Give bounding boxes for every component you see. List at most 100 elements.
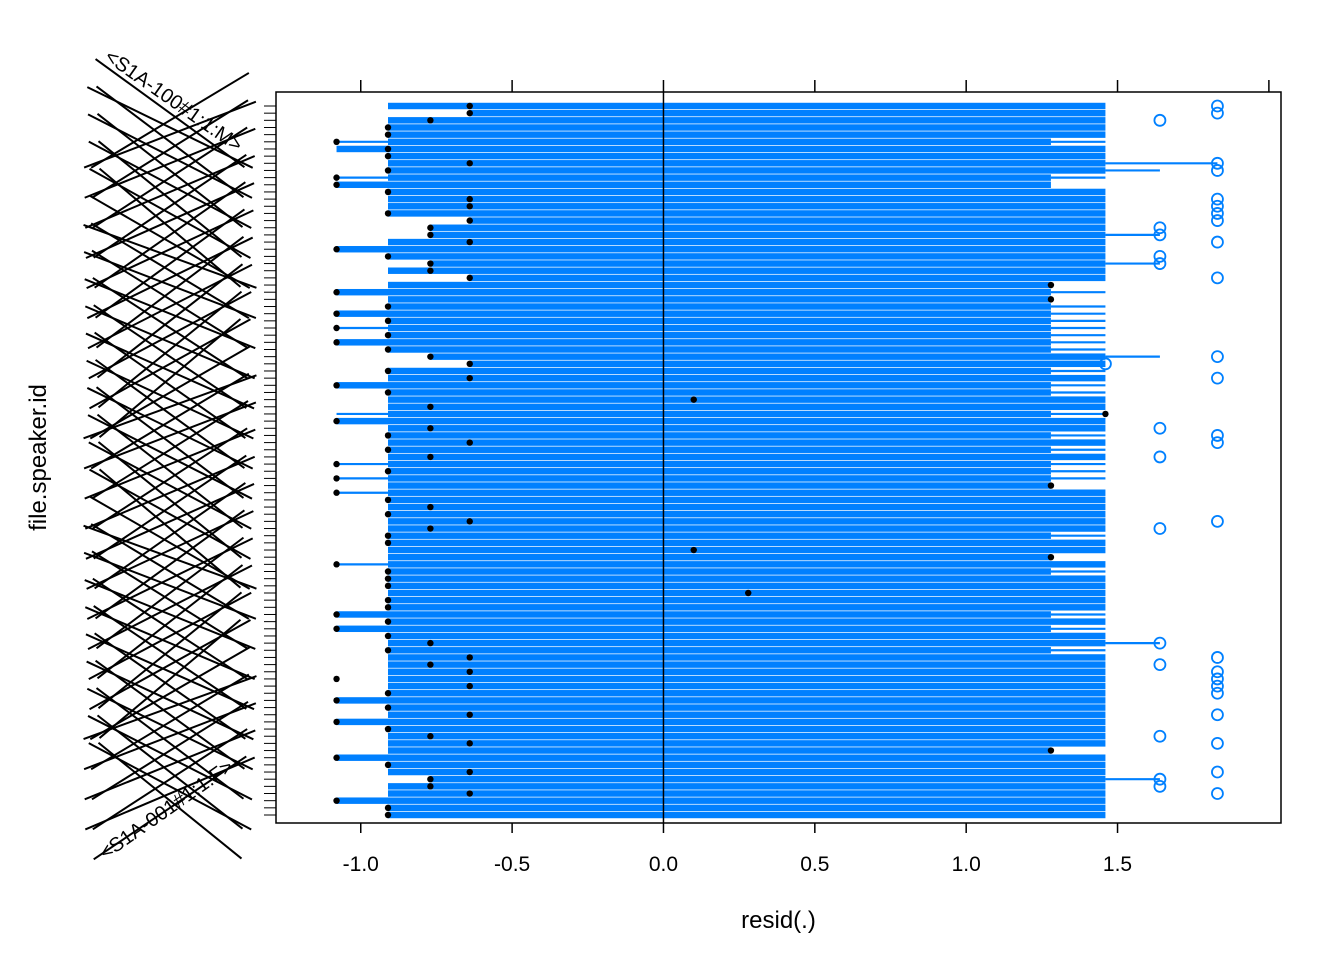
- median-dot: [333, 675, 340, 683]
- box: [388, 732, 1106, 740]
- category-label-overlap: [83, 702, 257, 771]
- category-label-overlap: [85, 332, 255, 410]
- category-label-overlap: [83, 551, 257, 620]
- box: [388, 682, 1106, 690]
- category-label-overlap: [94, 509, 246, 620]
- median-dot: [333, 718, 340, 726]
- outlier-point: [1099, 357, 1112, 371]
- median-dot: [333, 138, 340, 146]
- category-label-overlap: [86, 537, 254, 620]
- category-label-overlap: [90, 523, 250, 620]
- category-label-overlap: [92, 728, 248, 831]
- box: [388, 331, 1051, 339]
- category-label-overlap: [92, 126, 248, 229]
- category-label-overlap: [89, 167, 251, 259]
- outlier-point: [1153, 450, 1167, 464]
- category-label-overlap: [96, 714, 244, 830]
- category-label-overlap: [93, 304, 247, 409]
- median-dot: [384, 568, 392, 575]
- box: [388, 432, 1051, 439]
- box: [388, 604, 1106, 611]
- median-dot: [466, 740, 473, 747]
- category-label-overlap: [89, 195, 251, 289]
- median-dot: [333, 754, 340, 761]
- median-dot: [384, 604, 392, 611]
- box: [336, 310, 1051, 317]
- category-label-overlap: [95, 687, 245, 800]
- category-label-overlap: [98, 167, 242, 288]
- box: [388, 195, 1106, 203]
- median-dot: [333, 339, 340, 346]
- median-dot: [427, 224, 434, 231]
- median-dot: [427, 425, 434, 432]
- outlier-point: [1211, 514, 1224, 528]
- box: [388, 131, 1106, 138]
- category-label-overlap: [97, 140, 243, 258]
- box: [336, 181, 1051, 189]
- box: [388, 525, 1106, 532]
- box: [469, 109, 1106, 117]
- median-dot: [466, 374, 473, 382]
- median-dot: [466, 360, 473, 368]
- box: [388, 561, 1106, 568]
- category-label-overlap: [91, 99, 249, 199]
- box: [388, 425, 1106, 432]
- box: [388, 790, 1106, 797]
- box: [388, 267, 1106, 274]
- box: [388, 532, 1051, 539]
- median-dot: [384, 152, 392, 160]
- box: [388, 632, 1106, 640]
- median-dot: [1047, 553, 1055, 561]
- box: [430, 353, 1106, 360]
- category-label-overlap: [96, 413, 244, 529]
- box: [336, 288, 1051, 296]
- category-label-overlap: [98, 468, 242, 589]
- box: [430, 775, 1106, 783]
- outlier-point: [1211, 99, 1224, 113]
- box: [388, 575, 1106, 582]
- category-label-overlap: [86, 687, 254, 771]
- box: [388, 396, 1106, 403]
- category-label-overlap: [85, 182, 255, 259]
- category-label-overlap: [95, 85, 245, 198]
- box: [388, 303, 1051, 310]
- box: [388, 510, 1106, 518]
- box: [469, 217, 1106, 224]
- median-dot: [466, 109, 473, 117]
- box: [430, 231, 1106, 239]
- category-label-overlap: [95, 386, 245, 499]
- median-dot: [333, 324, 340, 332]
- category-labels: <S1A-100#1:1:M><S1A-001#1:1:F>: [83, 46, 276, 864]
- median-dot: [384, 468, 392, 475]
- category-label-overlap: [91, 700, 249, 801]
- median-dot: [1102, 410, 1109, 418]
- median-dot: [333, 382, 340, 389]
- median-dot: [427, 117, 434, 124]
- outlier-point: [1211, 192, 1224, 206]
- boxes-layer: [336, 102, 1218, 819]
- box: [388, 167, 1106, 174]
- category-label-overlap: [95, 236, 245, 349]
- outlier-point: [1211, 651, 1224, 664]
- outlier-point: [1153, 779, 1167, 793]
- median-dot: [427, 353, 434, 360]
- median-dot: [466, 102, 473, 110]
- median-dot: [466, 682, 473, 690]
- medians-layer: [333, 102, 1109, 819]
- category-label-overlap: [85, 483, 255, 560]
- box: [388, 518, 1106, 525]
- box: [388, 439, 1106, 446]
- box: [388, 704, 1106, 711]
- median-dot: [333, 475, 340, 482]
- median-dot: [333, 697, 340, 704]
- box: [430, 260, 1106, 267]
- box: [388, 188, 1106, 196]
- median-dot: [466, 195, 473, 203]
- outlier-point: [1211, 235, 1224, 249]
- median-dot: [427, 661, 434, 668]
- outlier-point: [1211, 156, 1224, 170]
- box: [388, 654, 1106, 661]
- median-dot: [427, 525, 434, 532]
- category-label-overlap: [95, 536, 245, 650]
- category-label-overlap: [96, 564, 244, 680]
